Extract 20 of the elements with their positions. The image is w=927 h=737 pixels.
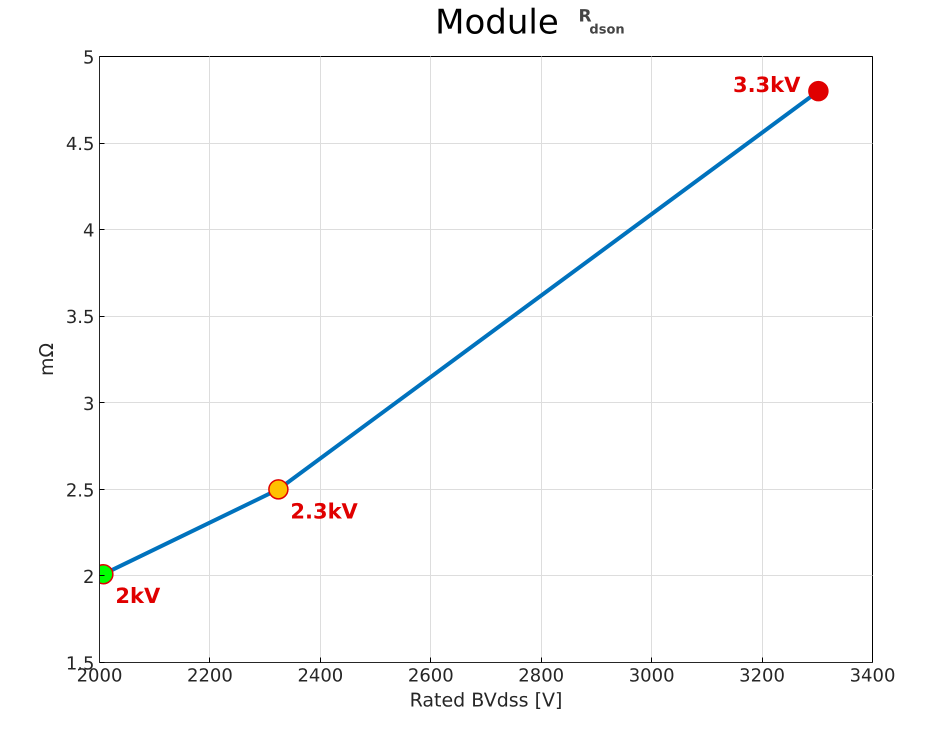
chart-title: Module Rdson [435, 2, 625, 42]
x-tick-label: 3000 [628, 666, 675, 686]
x-tick-label: 2600 [408, 666, 454, 686]
x-tick-label: 2800 [518, 666, 564, 686]
annotation: 3.3kV [732, 73, 802, 98]
y-tick-label: 2 [83, 566, 94, 588]
y-tick-label: 2.5 [66, 480, 95, 502]
annotation: 2.3kV [290, 499, 359, 524]
x-tick-label: 2200 [187, 666, 233, 686]
y-tick-label: 5 [83, 48, 94, 68]
x-tick-label: 3400 [850, 666, 896, 686]
y-tick-label: 3.5 [66, 307, 95, 328]
y-tick-label: 4.5 [66, 134, 95, 156]
y-tick-label: 3 [83, 394, 94, 415]
y-axis-title: mΩ [36, 342, 58, 376]
annotation: 2kV [115, 584, 161, 608]
y-tick-label: 4 [83, 220, 94, 242]
x-tick-label: 3200 [739, 666, 785, 686]
x-axis-title: Rated BVdss [V] [410, 690, 562, 712]
x-tick-label: 2400 [297, 666, 344, 686]
